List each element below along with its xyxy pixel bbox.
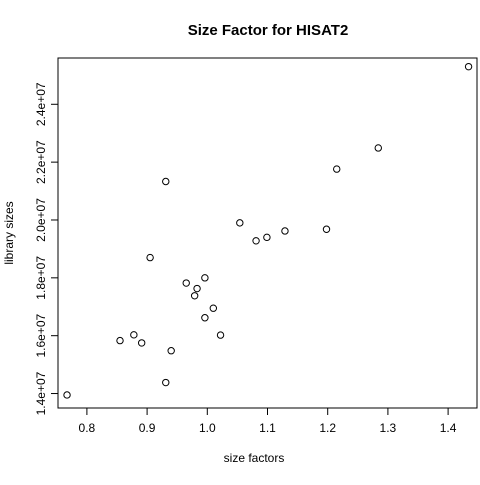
x-tick-label: 1.1 — [259, 421, 276, 435]
data-point — [333, 165, 341, 173]
y-tick-label: 1.4e+07 — [34, 371, 48, 415]
data-points — [63, 62, 473, 399]
y-axis: 1.4e+07 1.6e+07 1.8e+07 2.0e+07 2.2e+07 2.4e+… — [34, 82, 58, 415]
data-point — [252, 237, 260, 245]
data-point — [63, 391, 71, 399]
data-point — [116, 336, 124, 345]
data-point — [322, 225, 331, 233]
data-point — [201, 314, 209, 322]
data-point — [201, 274, 209, 282]
y-axis-label: library sizes — [2, 201, 16, 264]
y-tick-label: 2.2e+07 — [34, 140, 48, 184]
x-tick-label: 1.0 — [199, 421, 216, 435]
data-point — [464, 62, 473, 71]
x-tick-label: 1.3 — [380, 421, 397, 435]
data-point — [193, 284, 201, 293]
x-tick-label: 1.2 — [319, 421, 336, 435]
y-tick-label: 2.0e+07 — [34, 198, 48, 242]
x-axis: 0.8 0.9 1.0 1.1 1.2 1.3 1.4 — [79, 408, 457, 435]
data-point — [167, 347, 175, 355]
y-tick-label: 1.8e+07 — [34, 256, 48, 300]
data-point — [281, 227, 289, 235]
data-point — [162, 177, 170, 186]
data-point — [162, 378, 170, 387]
data-point — [263, 233, 271, 242]
x-tick-label: 0.9 — [139, 421, 156, 435]
x-axis-label: size factors — [224, 451, 285, 465]
data-point — [236, 219, 244, 227]
y-tick-label: 1.6e+07 — [34, 314, 48, 358]
x-tick-label: 1.4 — [440, 421, 457, 435]
x-tick-label: 0.8 — [79, 421, 96, 435]
chart-title: Size Factor for HISAT2 — [188, 22, 349, 39]
data-point — [182, 279, 190, 287]
data-point — [190, 292, 199, 300]
data-point — [216, 331, 225, 339]
data-point — [209, 304, 218, 312]
y-tick-label: 2.4e+07 — [34, 82, 48, 126]
data-point — [130, 331, 138, 339]
data-point — [137, 339, 146, 347]
data-point — [146, 253, 154, 262]
data-point — [374, 144, 382, 152]
